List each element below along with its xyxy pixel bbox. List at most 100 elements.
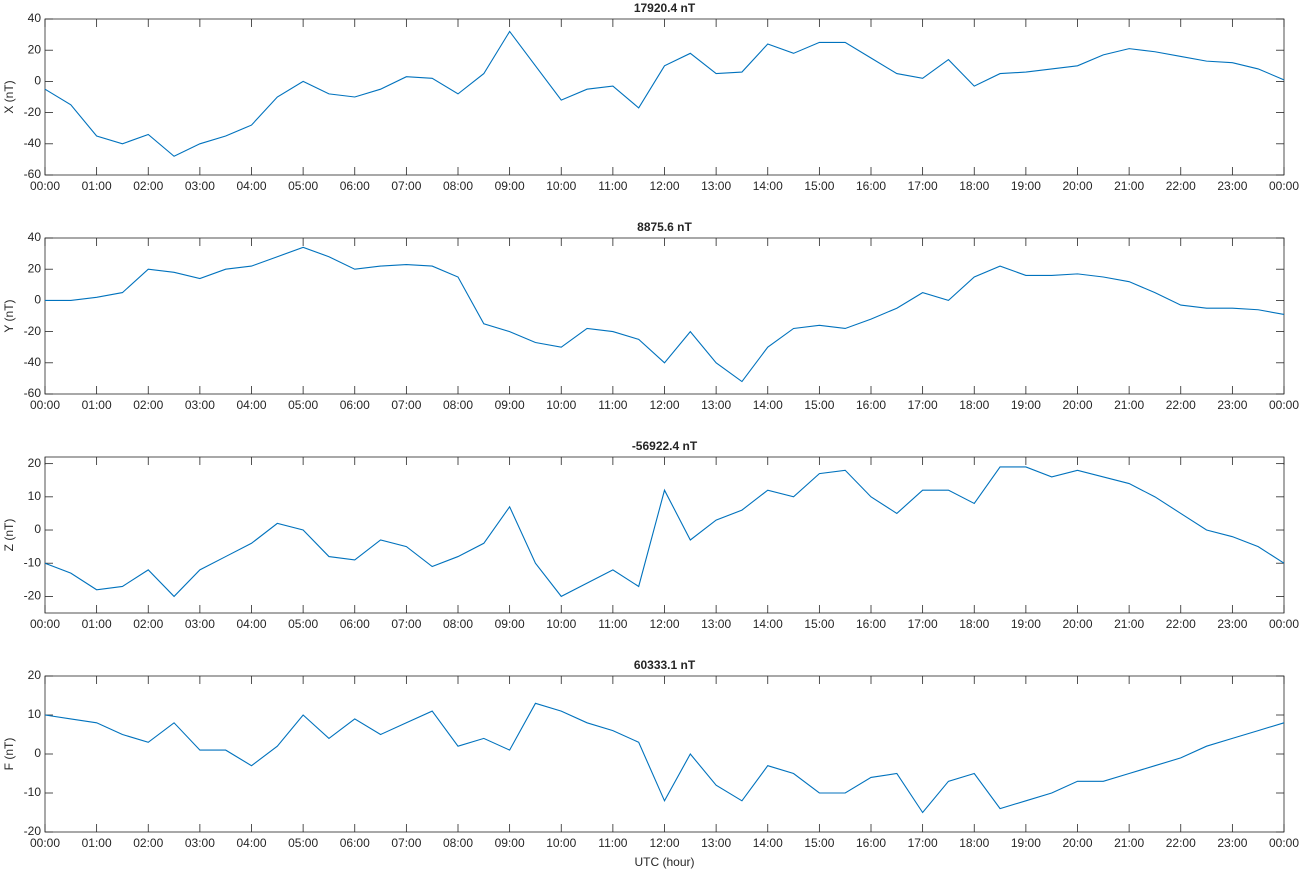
x-tick-label: 16:00: [856, 179, 886, 193]
x-tick-label: 09:00: [495, 836, 525, 850]
x-tick-label: 13:00: [701, 398, 731, 412]
y-tick-label: 40: [28, 230, 42, 244]
x-tick-label: 06:00: [340, 836, 370, 850]
x-tick-label: 23:00: [1217, 836, 1247, 850]
y-axis-label: Y (nT): [2, 299, 16, 332]
x-tick-label: 02:00: [133, 617, 163, 631]
x-tick-label: 14:00: [753, 179, 783, 193]
x-tick-label: 00:00: [30, 836, 60, 850]
x-tick-label: 11:00: [598, 179, 627, 193]
y-tick-label: -40: [24, 355, 42, 369]
x-tick-label: 13:00: [701, 836, 731, 850]
y-tick-label: 0: [34, 746, 41, 760]
x-tick-label: 09:00: [495, 398, 525, 412]
x-tick-label: 18:00: [959, 836, 989, 850]
x-tick-label: 19:00: [1011, 398, 1041, 412]
x-tick-label: 06:00: [340, 179, 370, 193]
x-tick-label: 02:00: [133, 398, 163, 412]
x-tick-label: 22:00: [1166, 617, 1196, 631]
x-tick-label: 14:00: [753, 617, 783, 631]
y-tick-label: 40: [28, 11, 42, 25]
x-tick-label: 08:00: [443, 617, 473, 631]
x-tick-label: 10:00: [546, 398, 576, 412]
x-tick-label: 20:00: [1062, 836, 1092, 850]
x-tick-label: 21:00: [1114, 617, 1144, 631]
x-tick-label: 21:00: [1114, 836, 1144, 850]
y-tick-label: -20: [24, 589, 42, 603]
x-tick-label: 03:00: [185, 179, 215, 193]
axes-box: [44, 237, 1285, 395]
x-tick-label: 17:00: [908, 836, 938, 850]
x-tick-label: 07:00: [391, 836, 421, 850]
x-tick-label: 13:00: [701, 617, 731, 631]
x-tick-label: 08:00: [443, 836, 473, 850]
x-tick-label: 00:00: [1269, 836, 1299, 850]
x-tick-label: 23:00: [1217, 617, 1247, 631]
x-tick-label: 14:00: [753, 398, 783, 412]
y-tick-label: 10: [28, 707, 42, 721]
x-tick-label: 12:00: [649, 179, 679, 193]
x-tick-label: 08:00: [443, 398, 473, 412]
x-tick-label: 00:00: [30, 617, 60, 631]
y-tick-label: 20: [28, 261, 42, 275]
x-tick-label: 15:00: [804, 836, 834, 850]
x-tick-label: 04:00: [236, 617, 266, 631]
x-tick-label: 07:00: [391, 398, 421, 412]
x-tick-label: 14:00: [753, 836, 783, 850]
x-tick-label: 15:00: [804, 398, 834, 412]
x-tick-label: 20:00: [1062, 617, 1092, 631]
x-tick-label: 01:00: [82, 836, 112, 850]
x-tick-label: 06:00: [340, 617, 370, 631]
y-tick-label: 20: [28, 456, 42, 470]
y-tick-label: 0: [34, 293, 41, 307]
x-tick-label: 07:00: [391, 179, 421, 193]
x-tick-label: 05:00: [288, 836, 318, 850]
x-tick-label: 01:00: [82, 398, 112, 412]
x-tick-label: 16:00: [856, 398, 886, 412]
x-tick-label: 23:00: [1217, 179, 1247, 193]
subplot-title: -56922.4 nT: [632, 439, 698, 453]
y-tick-label: 10: [28, 489, 42, 503]
x-tick-label: 10:00: [546, 179, 576, 193]
x-tick-label: 17:00: [908, 617, 938, 631]
y-axis-label: Z (nT): [2, 519, 16, 552]
x-tick-label: 06:00: [340, 398, 370, 412]
x-tick-label: 00:00: [1269, 617, 1299, 631]
x-tick-label: 01:00: [82, 179, 112, 193]
y-axis-label: X (nT): [2, 80, 16, 113]
x-tick-label: 07:00: [391, 617, 421, 631]
data-line: [44, 466, 1285, 598]
subplot-title: 17920.4 nT: [634, 1, 696, 15]
data-line: [44, 702, 1285, 814]
x-tick-label: 11:00: [598, 617, 627, 631]
x-tick-label: 17:00: [908, 179, 938, 193]
subplot-title: 8875.6 nT: [637, 220, 692, 234]
x-tick-label: 03:00: [185, 836, 215, 850]
y-tick-label: -20: [24, 824, 42, 838]
y-tick-label: 20: [28, 668, 42, 682]
x-tick-label: 03:00: [185, 398, 215, 412]
x-tick-label: 12:00: [649, 617, 679, 631]
y-tick-label: 0: [34, 522, 41, 536]
x-tick-label: 13:00: [701, 179, 731, 193]
x-tick-label: 04:00: [236, 179, 266, 193]
x-tick-label: 00:00: [30, 398, 60, 412]
x-tick-label: 04:00: [236, 398, 266, 412]
x-tick-label: 22:00: [1166, 179, 1196, 193]
x-tick-label: 20:00: [1062, 179, 1092, 193]
x-tick-label: 05:00: [288, 398, 318, 412]
x-tick-label: 09:00: [495, 179, 525, 193]
x-tick-label: 17:00: [908, 398, 938, 412]
y-tick-label: -60: [24, 386, 42, 400]
x-tick-label: 22:00: [1166, 836, 1196, 850]
x-tick-label: 21:00: [1114, 179, 1144, 193]
x-tick-label: 16:00: [856, 836, 886, 850]
subplot-title: 60333.1 nT: [634, 658, 696, 672]
x-tick-label: 04:00: [236, 836, 266, 850]
y-tick-label: 0: [34, 74, 41, 88]
x-tick-label: 11:00: [598, 836, 627, 850]
y-tick-label: -20: [24, 105, 42, 119]
x-tick-label: 05:00: [288, 617, 318, 631]
x-tick-label: 00:00: [30, 179, 60, 193]
